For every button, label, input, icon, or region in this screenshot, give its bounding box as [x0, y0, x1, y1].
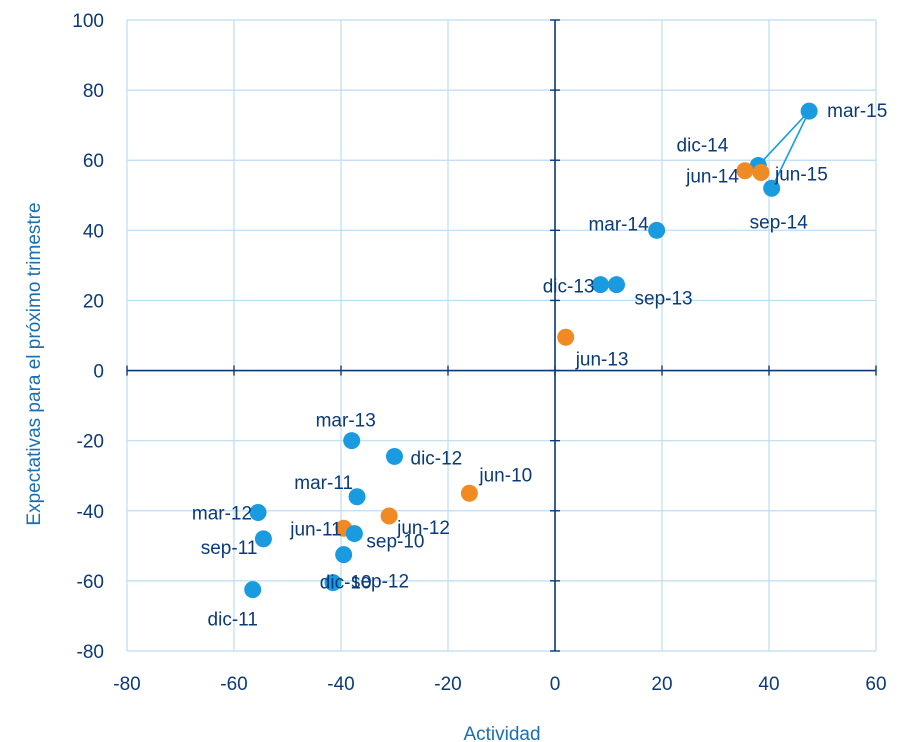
point-label-jun-13: jun-13 — [575, 349, 629, 370]
x-tick-label: -60 — [220, 674, 247, 695]
point-label-jun-15: jun-15 — [774, 164, 828, 185]
point-jun-12 — [380, 507, 398, 525]
point-sep-11 — [254, 530, 272, 548]
y-tick-label: -60 — [77, 572, 104, 593]
y-tick-label: 60 — [83, 151, 104, 172]
x-axis-title: Actividad — [463, 724, 540, 742]
point-label-mar-12: mar-12 — [192, 504, 252, 525]
point-label-jun-11: jun-11 — [289, 519, 341, 540]
x-tick-label: 60 — [865, 674, 886, 695]
point-sep-14 — [763, 179, 781, 197]
y-axis-ticks: 100 80 60 40 20 0 -20 -40 -60 -80 — [72, 11, 104, 663]
y-tick-label: 80 — [83, 81, 104, 102]
x-tick-label: 0 — [550, 674, 561, 695]
y-tick-label: 20 — [83, 291, 104, 312]
point-label-sep-11: sep-11 — [201, 538, 258, 559]
y-tick-label: -40 — [77, 502, 104, 523]
point-dic-11 — [244, 581, 262, 599]
point-mar-11 — [348, 488, 366, 506]
point-jun-10 — [460, 484, 478, 502]
point-jun-13 — [557, 328, 575, 346]
point-mar-12 — [249, 504, 267, 522]
x-axis-ticks: -80 -60 -40 -20 0 20 40 60 — [113, 674, 886, 695]
zero-axes — [126, 19, 877, 652]
point-label-sep-10: sep-10 — [366, 532, 424, 553]
point-dic-12 — [386, 447, 403, 465]
point-label-dic-11: dic-11 — [208, 610, 258, 631]
point-mar-15 — [800, 102, 818, 120]
point-mar-14 — [648, 221, 666, 239]
point-label-mar-11: mar-11 — [294, 473, 353, 494]
point-label-jun-10: jun-10 — [478, 465, 532, 486]
y-tick-label: 0 — [93, 362, 104, 383]
point-dic-13 — [591, 276, 609, 294]
y-axis-title: Expectativas para el próximo trimestre — [24, 202, 45, 525]
x-tick-label: -40 — [327, 674, 354, 695]
x-tick-label: -20 — [434, 674, 461, 695]
y-tick-label: 40 — [83, 221, 104, 242]
y-tick-label: -20 — [77, 432, 104, 453]
point-label-sep-13: sep-13 — [635, 289, 693, 310]
x-tick-label: 40 — [758, 674, 779, 695]
point-jun-15 — [752, 163, 770, 181]
point-sep-12 — [324, 574, 342, 592]
x-tick-label: 20 — [651, 674, 672, 695]
point-jun-14 — [736, 162, 754, 180]
point-label-sep-12: sep-12 — [351, 572, 409, 593]
x-tick-label: -80 — [113, 674, 140, 695]
data-points — [244, 102, 818, 599]
point-label-dic-14: dic-14 — [677, 135, 729, 156]
point-label-dic-12: dic-12 — [411, 448, 463, 469]
point-labels: mar-15 dic-14 jun-14 jun-15 sep-14 mar-14 dic-… — [192, 101, 887, 631]
y-tick-label: 100 — [72, 11, 104, 32]
point-label-mar-15: mar-15 — [827, 101, 887, 122]
y-tick-label: -80 — [77, 642, 104, 663]
point-label-sep-14: sep-14 — [750, 212, 809, 233]
point-dic-10 — [335, 546, 353, 564]
point-label-jun-12: jun-12 — [396, 518, 450, 539]
point-label-dic-10: dic-10 — [320, 573, 372, 594]
point-mar-13 — [343, 432, 361, 450]
point-label-jun-14: jun-14 — [685, 167, 739, 188]
point-sep-13 — [608, 276, 626, 294]
point-sep-10 — [345, 525, 363, 543]
point-label-dic-13: dic-13 — [543, 277, 595, 298]
point-label-mar-13: mar-13 — [316, 411, 376, 432]
point-label-mar-14: mar-14 — [588, 214, 649, 235]
